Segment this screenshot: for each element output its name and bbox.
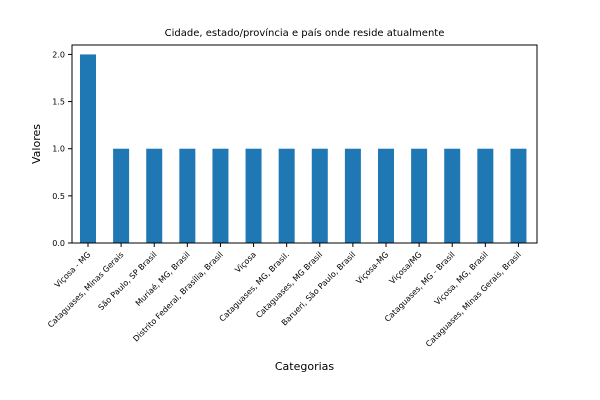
plot-frame bbox=[71, 44, 538, 244]
bar-12 bbox=[477, 148, 494, 243]
y-tick-label-2: 1.0 bbox=[52, 145, 65, 154]
y-axis-ticks: 0.0 0.5 1.0 1.5 2.0 bbox=[52, 50, 72, 248]
y-tick-label-3: 1.5 bbox=[52, 98, 65, 107]
bar-11 bbox=[444, 148, 461, 243]
bar-6 bbox=[278, 148, 295, 243]
y-tick-label-1: 0.5 bbox=[52, 192, 65, 201]
x-tick-label-9: Viçosa-MG bbox=[354, 250, 390, 286]
y-tick-label-0: 0.0 bbox=[52, 239, 65, 248]
y-axis-label: Valores bbox=[30, 124, 43, 164]
x-tick-label-10: Viçosa/MG bbox=[388, 250, 424, 286]
bar-13 bbox=[510, 148, 527, 243]
bar-10 bbox=[411, 148, 428, 243]
x-axis-label: Categorias bbox=[275, 360, 335, 373]
x-tick-label-2: São Paulo, SP Brasil bbox=[97, 250, 159, 312]
bars-group bbox=[80, 54, 527, 243]
bar-7 bbox=[311, 148, 328, 243]
x-tick-label-7: Cataguases, MG Brasil bbox=[254, 250, 324, 320]
bar-3 bbox=[179, 148, 196, 243]
y-tick-label-4: 2.0 bbox=[52, 50, 65, 59]
x-tick-label-5: Viçosa bbox=[233, 250, 258, 275]
bar-5 bbox=[245, 148, 262, 243]
bar-0 bbox=[80, 54, 96, 243]
bar-9 bbox=[378, 148, 394, 243]
x-tick-label-3: Muriaé, MG, Brasil bbox=[133, 249, 192, 308]
bar-8 bbox=[344, 148, 361, 243]
bar-1 bbox=[113, 148, 130, 243]
chart-title: Cidade, estado/província e país onde res… bbox=[165, 27, 445, 39]
bar-2 bbox=[146, 148, 163, 243]
bar-4 bbox=[212, 148, 229, 243]
